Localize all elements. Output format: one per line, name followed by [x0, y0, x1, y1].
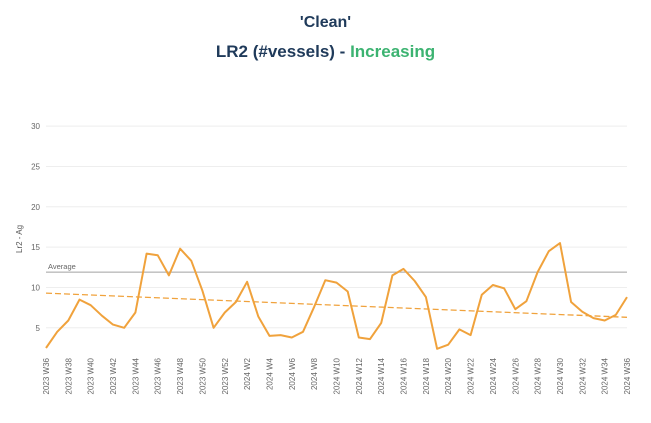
x-axis-ticks: 2023 W36 2023 W38 2023 W40 2023 W42 2023 W44… — [42, 357, 632, 394]
y-tick-label: 25 — [31, 162, 40, 171]
x-tick-label: 2024 W20 — [444, 357, 453, 394]
x-tick-label: 2023 W36 — [42, 357, 51, 394]
x-tick-label: 2024 W16 — [400, 357, 409, 394]
x-tick-label: 2023 W52 — [221, 357, 230, 394]
x-tick-label: 2024 W8 — [310, 357, 319, 390]
x-tick-label: 2024 W18 — [422, 357, 431, 394]
x-tick-label: 2024 W2 — [243, 357, 252, 390]
x-tick-label: 2023 W42 — [109, 357, 118, 394]
x-tick-label: 2024 W4 — [265, 357, 274, 390]
y-tick-label: 10 — [31, 283, 40, 292]
y-axis-label: Lr2 - Ag — [15, 225, 24, 253]
y-tick-label: 20 — [31, 203, 40, 212]
chart-title-trend: Increasing — [350, 42, 436, 61]
x-tick-label: 2024 W10 — [333, 357, 342, 394]
x-tick-label: 2023 W48 — [176, 357, 185, 394]
x-tick-label: 2023 W40 — [87, 357, 96, 394]
x-tick-label: 2024 W36 — [623, 357, 632, 394]
x-tick-label: 2023 W46 — [154, 357, 163, 394]
chart-subtitle: 'Clean' — [299, 14, 352, 31]
x-tick-label: 2024 W14 — [377, 357, 386, 394]
grid-lines — [46, 125, 627, 329]
x-tick-label: 2024 W30 — [556, 357, 565, 394]
x-tick-label: 2023 W44 — [131, 357, 140, 394]
average-label: Average — [48, 262, 76, 271]
x-tick-label: 2024 W32 — [578, 357, 587, 394]
x-tick-label: 2024 W24 — [489, 357, 498, 394]
y-tick-label: 30 — [31, 122, 40, 131]
x-tick-label: 2024 W22 — [467, 357, 476, 394]
y-tick-label: 5 — [36, 324, 41, 333]
chart-title: LR2 (#vessels) - Increasing — [0, 42, 651, 62]
x-tick-label: 2024 W12 — [355, 357, 364, 394]
x-tick-label: 2024 W6 — [288, 357, 297, 390]
x-tick-label: 2024 W34 — [601, 357, 610, 394]
x-tick-label: 2023 W50 — [198, 357, 207, 394]
x-tick-label: 2024 W28 — [534, 357, 543, 394]
x-tick-label: 2023 W38 — [64, 357, 73, 394]
y-tick-label: 15 — [31, 243, 40, 252]
series-line — [45, 242, 628, 350]
chart-title-metric: LR2 (#vessels) - — [215, 42, 351, 61]
trend-line — [45, 292, 628, 318]
x-tick-label: 2024 W26 — [511, 357, 520, 394]
y-axis-ticks: 5 10 15 20 25 30 — [31, 122, 40, 333]
